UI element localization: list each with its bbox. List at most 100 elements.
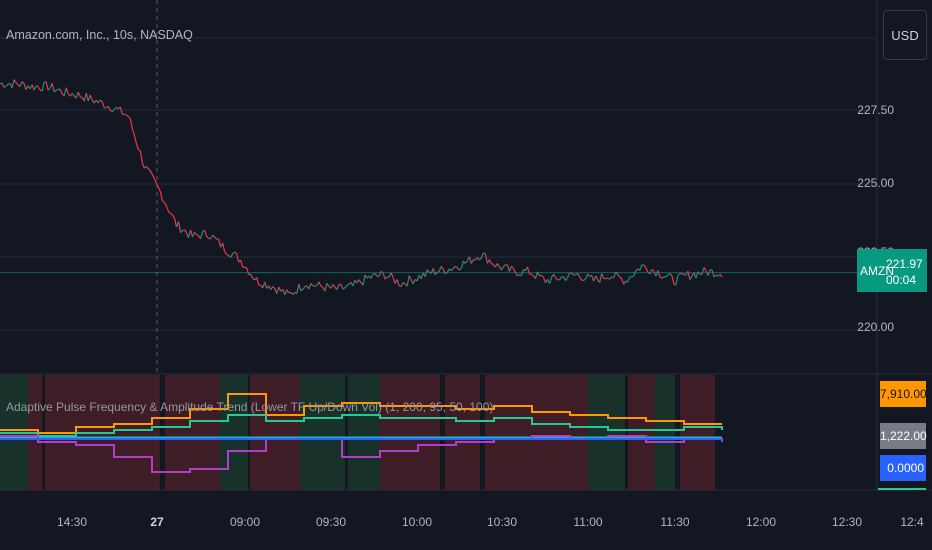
price-candle — [125, 114, 129, 117]
price-candle — [286, 289, 290, 294]
price-candle — [424, 269, 428, 277]
price-candle — [278, 286, 282, 292]
price-candle — [701, 267, 705, 275]
price-candle — [659, 276, 663, 279]
price-candle — [456, 267, 460, 271]
price-candle — [131, 128, 135, 136]
indicator-title: Adaptive Pulse Frequency & Amplitude Tre… — [6, 400, 494, 414]
price-candle — [480, 252, 484, 259]
price-candle — [288, 291, 291, 294]
price-candle — [336, 283, 340, 290]
price-candle — [591, 275, 595, 282]
time-tick-label: 11:00 — [573, 515, 603, 529]
price-candle — [165, 205, 170, 212]
price-candle — [627, 276, 631, 283]
price-candle — [270, 286, 274, 291]
price-candle — [571, 272, 574, 276]
price-candle — [448, 268, 452, 272]
price-candle — [226, 253, 229, 256]
price-candle — [398, 285, 402, 288]
price-candle — [250, 274, 254, 279]
price-candle — [416, 275, 420, 282]
price-candle — [71, 92, 75, 97]
price-candle — [262, 281, 266, 289]
price-candle — [224, 251, 228, 255]
price-candle — [35, 85, 39, 88]
price-candle — [163, 201, 167, 207]
price-candle — [358, 279, 362, 283]
price-candle — [346, 283, 350, 286]
price-candle — [669, 273, 673, 276]
price-candle — [47, 87, 51, 91]
bar-countdown: 00:04 — [886, 273, 917, 287]
price-candle — [25, 85, 29, 91]
price-candle — [665, 274, 669, 278]
price-candle — [89, 94, 93, 101]
price-candle — [563, 276, 567, 281]
indicator-line-green — [0, 414, 723, 437]
indicator-background-zone — [485, 375, 520, 490]
price-candle — [517, 274, 520, 277]
price-candle — [553, 273, 557, 278]
time-tick-label: 10:30 — [486, 515, 518, 529]
price-candle — [382, 272, 386, 280]
price-candle — [583, 278, 587, 281]
price-candle — [440, 265, 444, 270]
price-candle — [555, 277, 559, 281]
price-candle — [33, 85, 37, 91]
price-candle — [7, 82, 11, 85]
price-candle — [384, 276, 388, 280]
price-candle — [230, 253, 234, 258]
price-candle — [196, 234, 199, 237]
indicator-background-zone — [220, 375, 248, 490]
price-candle — [101, 101, 105, 109]
price-candle — [240, 259, 244, 268]
price-candle — [390, 272, 394, 278]
price-candle — [180, 230, 183, 234]
price-candle — [512, 268, 516, 273]
price-candle — [212, 234, 216, 238]
price-candle — [107, 105, 111, 111]
indicator-background-zone — [250, 375, 300, 490]
price-candle — [234, 251, 237, 254]
price-candle — [87, 94, 91, 102]
price-candle — [308, 283, 312, 290]
indicator-background-zone — [300, 375, 345, 490]
price-candle — [324, 283, 328, 292]
price-candle — [577, 273, 581, 277]
price-candle — [218, 238, 222, 248]
price-candle — [711, 269, 715, 278]
price-candle — [115, 106, 119, 110]
price-candle — [352, 280, 356, 287]
price-candle — [396, 279, 400, 286]
indicator-value-blue: 0.0000 — [880, 455, 926, 481]
time-tick-label: 12:00 — [745, 515, 777, 529]
price-candle — [173, 218, 178, 228]
price-candle — [458, 268, 462, 271]
price-candle — [392, 277, 396, 284]
price-candle — [542, 277, 547, 284]
price-candle — [500, 266, 504, 271]
price-candle — [661, 276, 665, 279]
price-candle — [194, 231, 198, 236]
price-candle — [129, 118, 133, 129]
price-candle — [508, 266, 512, 272]
indicator-background-zone — [700, 375, 715, 490]
currency-button[interactable]: USD — [883, 10, 927, 60]
price-tick-label: 220.00 — [857, 320, 894, 334]
price-candle — [567, 272, 571, 278]
price-candle — [514, 272, 518, 277]
price-candle — [374, 273, 378, 277]
price-candle — [127, 116, 131, 120]
indicator-value-gray: 1,222.00 — [880, 423, 927, 449]
price-candle — [639, 264, 643, 271]
time-tick-label: 11:30 — [660, 515, 690, 529]
price-candle — [15, 82, 19, 86]
price-candle — [605, 277, 608, 280]
price-candle — [478, 257, 482, 261]
price-candle — [645, 267, 649, 273]
price-candle — [643, 264, 647, 268]
price-candle — [159, 191, 164, 202]
price-candle — [58, 88, 61, 91]
